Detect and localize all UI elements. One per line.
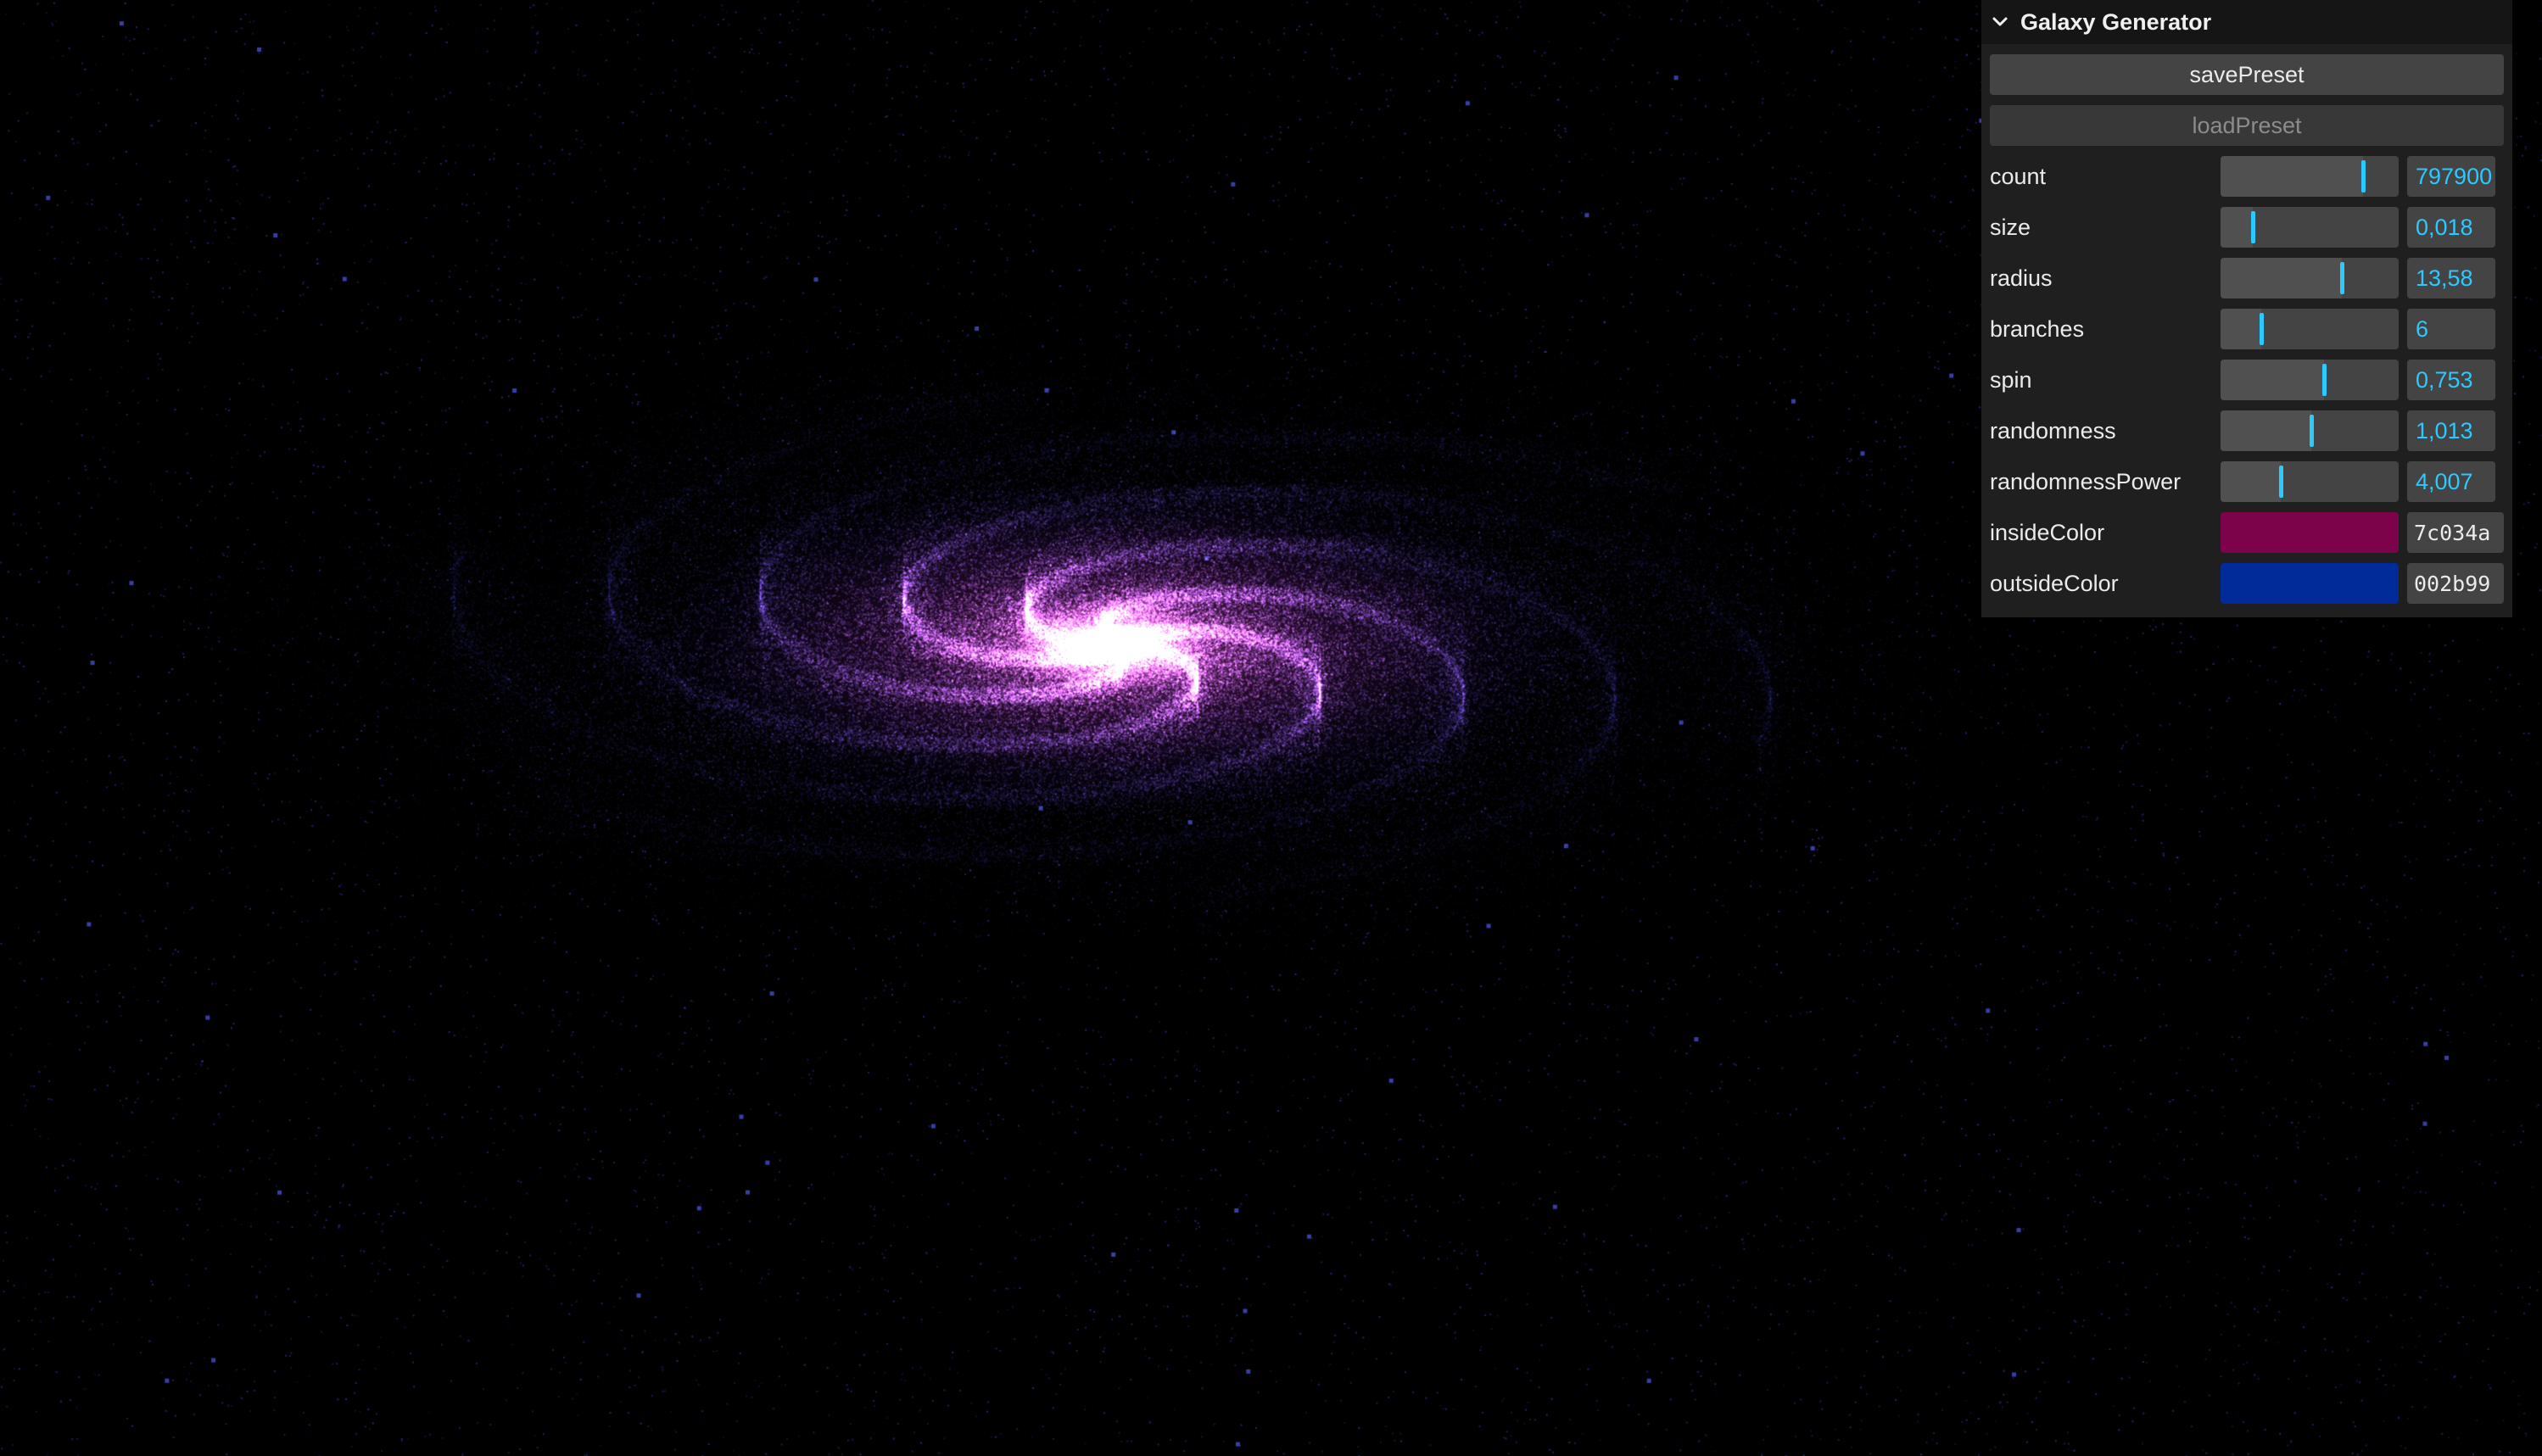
inside-color-label: insideColor <box>1990 519 2105 545</box>
spin-slider-handle[interactable] <box>2321 364 2327 396</box>
spin-slider-fill <box>2221 360 2324 400</box>
size-input[interactable]: 0,018 <box>2407 207 2495 248</box>
spin-slider[interactable] <box>2221 360 2399 400</box>
inside-color-swatch[interactable] <box>2221 512 2399 553</box>
radius-slider-handle[interactable] <box>2339 262 2344 294</box>
galaxy-generator-panel: Galaxy Generator savePreset loadPreset c… <box>1981 0 2512 617</box>
count-label: count <box>1990 163 2047 189</box>
randomness-input[interactable]: 1,013 <box>2407 410 2495 451</box>
size-label: size <box>1990 214 2031 240</box>
radius-control: radius 13,58 <box>1990 258 2504 298</box>
count-control: count 797900 <box>1990 156 2504 197</box>
size-control: size 0,018 <box>1990 207 2504 248</box>
spin-input[interactable]: 0,753 <box>2407 360 2495 400</box>
size-slider-handle[interactable] <box>2250 211 2255 243</box>
outside-color-label: outsideColor <box>1990 570 2119 596</box>
radius-input[interactable]: 13,58 <box>2407 258 2495 298</box>
outside-color-input[interactable]: 002b99 <box>2407 563 2504 604</box>
panel-title-bar[interactable]: Galaxy Generator <box>1981 0 2512 44</box>
randomness-control: randomness 1,013 <box>1990 410 2504 451</box>
panel-title: Galaxy Generator <box>2020 8 2212 35</box>
save-preset-button[interactable]: savePreset <box>1990 54 2504 95</box>
outside-color-swatch[interactable] <box>2221 563 2399 604</box>
randomness-power-label: randomnessPower <box>1990 468 2182 494</box>
size-slider[interactable] <box>2221 207 2399 248</box>
size-slider-fill <box>2221 207 2253 248</box>
outside-color-control: outsideColor 002b99 <box>1990 563 2504 604</box>
count-slider-fill <box>2221 156 2363 197</box>
chevron-down-icon <box>1992 17 2008 26</box>
branches-slider-fill <box>2221 309 2262 349</box>
randomness-slider[interactable] <box>2221 410 2399 451</box>
randomness-power-slider[interactable] <box>2221 461 2399 502</box>
radius-slider-fill <box>2221 258 2342 298</box>
randomness-power-input[interactable]: 4,007 <box>2407 461 2495 502</box>
spin-control: spin 0,753 <box>1990 360 2504 400</box>
randomness-slider-handle[interactable] <box>2310 415 2315 447</box>
branches-slider[interactable] <box>2221 309 2399 349</box>
randomness-slider-fill <box>2221 410 2312 451</box>
randomness-power-slider-fill <box>2221 461 2282 502</box>
count-input[interactable]: 797900 <box>2407 156 2495 197</box>
branches-control: branches 6 <box>1990 309 2504 349</box>
load-preset-button[interactable]: loadPreset <box>1990 105 2504 146</box>
count-slider-handle[interactable] <box>2361 160 2366 192</box>
radius-label: radius <box>1990 265 2053 291</box>
inside-color-control: insideColor 7c034a <box>1990 512 2504 553</box>
count-slider[interactable] <box>2221 156 2399 197</box>
inside-color-input[interactable]: 7c034a <box>2407 512 2504 553</box>
randomness-power-slider-handle[interactable] <box>2279 466 2284 498</box>
spin-label: spin <box>1990 366 2032 393</box>
branches-label: branches <box>1990 315 2085 342</box>
randomness-power-control: randomnessPower 4,007 <box>1990 461 2504 502</box>
branches-input[interactable]: 6 <box>2407 309 2495 349</box>
randomness-label: randomness <box>1990 417 2116 443</box>
radius-slider[interactable] <box>2221 258 2399 298</box>
branches-slider-handle[interactable] <box>2260 313 2265 345</box>
